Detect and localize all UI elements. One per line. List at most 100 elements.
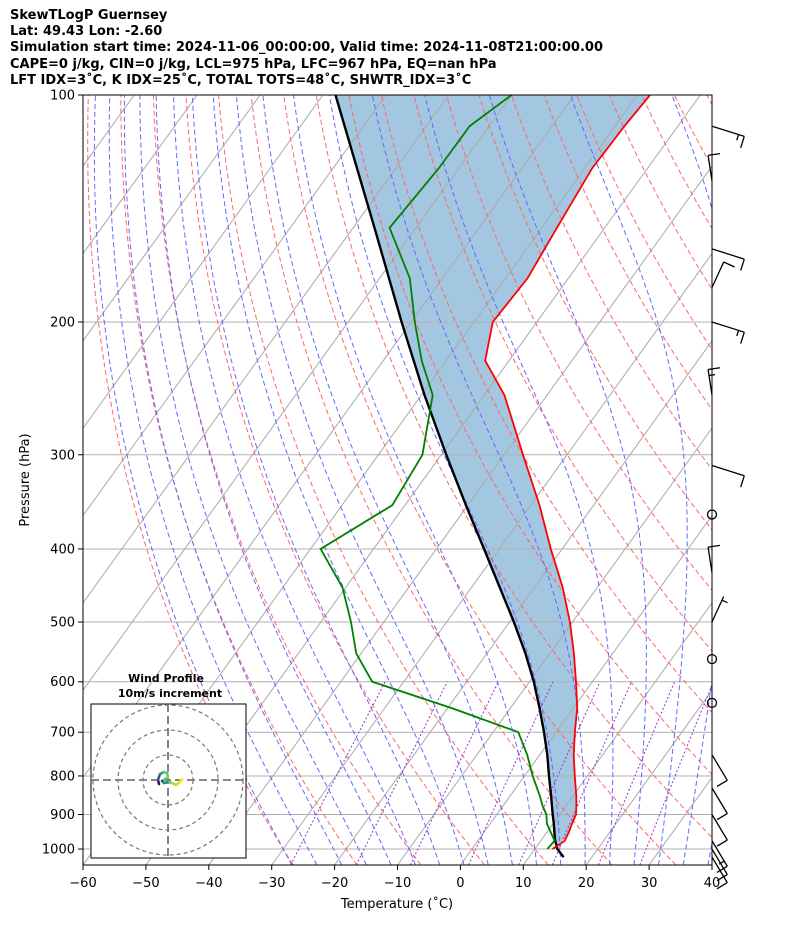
mixing-ratio-line	[409, 681, 499, 865]
dry-adiabat	[380, 95, 712, 714]
dry-adiabat	[283, 95, 677, 865]
isotherm	[711, 864, 712, 865]
location-line: Lat: 49.43 Lon: -2.60	[10, 24, 163, 40]
isotherm	[522, 602, 712, 865]
x-tick-label: −30	[258, 876, 285, 891]
moist-adiabat	[328, 95, 562, 865]
wind-barb	[711, 261, 735, 288]
isotherm	[83, 95, 450, 604]
moist-adiabat	[139, 95, 367, 865]
temperature-line	[484, 95, 651, 850]
wind-barb	[711, 814, 728, 847]
dewpoint-line	[319, 95, 556, 850]
plot-area	[0, 95, 794, 865]
moist-adiabat	[707, 840, 712, 865]
moist-adiabat	[733, 95, 794, 865]
mixing-ratio-line	[518, 681, 601, 865]
dry-adiabat	[641, 95, 712, 230]
isotherm	[83, 95, 324, 430]
dry-adiabat	[446, 95, 712, 591]
dry-adiabat	[250, 95, 613, 865]
cape-cin-shading	[335, 95, 650, 849]
wind-barb	[711, 848, 728, 882]
y-tick-label: 200	[50, 315, 75, 330]
x-tick-label: −20	[321, 876, 348, 891]
moist-adiabat	[191, 95, 441, 865]
wind-barb	[711, 321, 745, 344]
calm-wind-marker	[706, 509, 718, 520]
wind-barb	[711, 464, 745, 488]
chart-title: SkewTLogP Guernsey	[10, 8, 168, 23]
dry-adiabat	[772, 95, 794, 865]
y-axis-title: Pressure (hPa)	[18, 433, 33, 526]
wind-barb	[711, 125, 745, 149]
mixing-ratio-line	[551, 681, 632, 865]
x-tick-label: 0	[456, 876, 464, 891]
inset-subtitle: 10m/s increment	[118, 687, 222, 700]
index-line: LFT IDX=3˚C, K IDX=25˚C, TOTAL TOTS=48˚C…	[10, 72, 472, 88]
y-tick-label: 800	[50, 769, 75, 784]
moist-adiabat	[155, 95, 392, 865]
cape-line: CAPE=0 j/kg, CIN=0 j/kg, LCL=975 hPa, LF…	[10, 56, 497, 72]
dry-adiabat	[706, 95, 712, 106]
y-tick-label: 500	[50, 616, 75, 631]
wind-profile-inset: Wind Profile 10m/s increment	[90, 672, 247, 859]
wind-barb	[711, 754, 728, 788]
moist-adiabat	[212, 95, 465, 865]
dry-adiabat	[152, 95, 422, 865]
x-tick-label: 20	[578, 876, 595, 891]
wind-barb	[711, 787, 728, 821]
wind-barb	[707, 152, 721, 182]
inset-title: Wind Profile	[128, 672, 204, 685]
hodograph-segment	[178, 777, 184, 784]
mixing-ratio-line	[597, 681, 676, 865]
wind-barb	[711, 856, 728, 890]
x-tick-label: 10	[515, 876, 532, 891]
y-tick-label: 900	[50, 808, 75, 823]
time-line: Simulation start time: 2024-11-06_00:00:…	[10, 40, 603, 56]
calm-wind-marker	[706, 697, 718, 709]
x-tick-label: −40	[195, 876, 222, 891]
x-tick-label: 40	[704, 876, 721, 891]
moist-adiabat	[235, 95, 489, 865]
dry-adiabat	[740, 95, 794, 865]
dry-adiabat	[673, 95, 712, 169]
isotherm	[83, 95, 261, 342]
isotherm	[334, 339, 712, 865]
moist-adiabat	[108, 95, 318, 865]
isotherm	[648, 776, 712, 865]
dry-adiabat	[120, 95, 358, 865]
dry-adiabat	[413, 95, 712, 652]
isotherm	[83, 95, 198, 255]
wind-barb	[707, 367, 721, 396]
dry-adiabat	[315, 95, 712, 839]
dry-adiabat	[348, 95, 712, 776]
isotherm	[0, 95, 71, 865]
isotherm	[459, 514, 712, 865]
x-tick-label: −50	[132, 876, 159, 891]
moist-adiabat	[293, 95, 538, 865]
y-tick-label: 700	[50, 726, 75, 741]
x-tick-label: 30	[641, 876, 658, 891]
x-axis: −60 −50 −40 −30 −20 −10 0 10 20 30 40	[69, 865, 720, 891]
x-tick-label: −10	[384, 876, 411, 891]
y-axis: 100 200 300 400 500 600 700 800 900 1000	[42, 89, 83, 858]
dry-adiabat	[478, 95, 712, 531]
x-tick-label: −60	[69, 876, 96, 891]
mixing-ratio-line	[468, 681, 554, 865]
mixing-ratio-line	[355, 681, 448, 865]
moist-adiabat	[123, 95, 343, 865]
dry-adiabat	[608, 95, 712, 291]
dry-adiabat	[576, 95, 712, 351]
mixing-ratio-line	[639, 683, 712, 865]
moist-adiabat	[93, 95, 293, 865]
parcel-profile-line	[334, 95, 565, 858]
wind-barbs	[706, 125, 745, 890]
y-tick-label: 100	[50, 89, 75, 104]
moist-adiabat	[173, 95, 416, 865]
y-tick-label: 400	[50, 542, 75, 557]
y-tick-label: 1000	[42, 843, 75, 858]
moist-adiabat	[671, 95, 712, 865]
y-tick-label: 300	[50, 448, 75, 463]
wind-barb	[707, 544, 721, 573]
